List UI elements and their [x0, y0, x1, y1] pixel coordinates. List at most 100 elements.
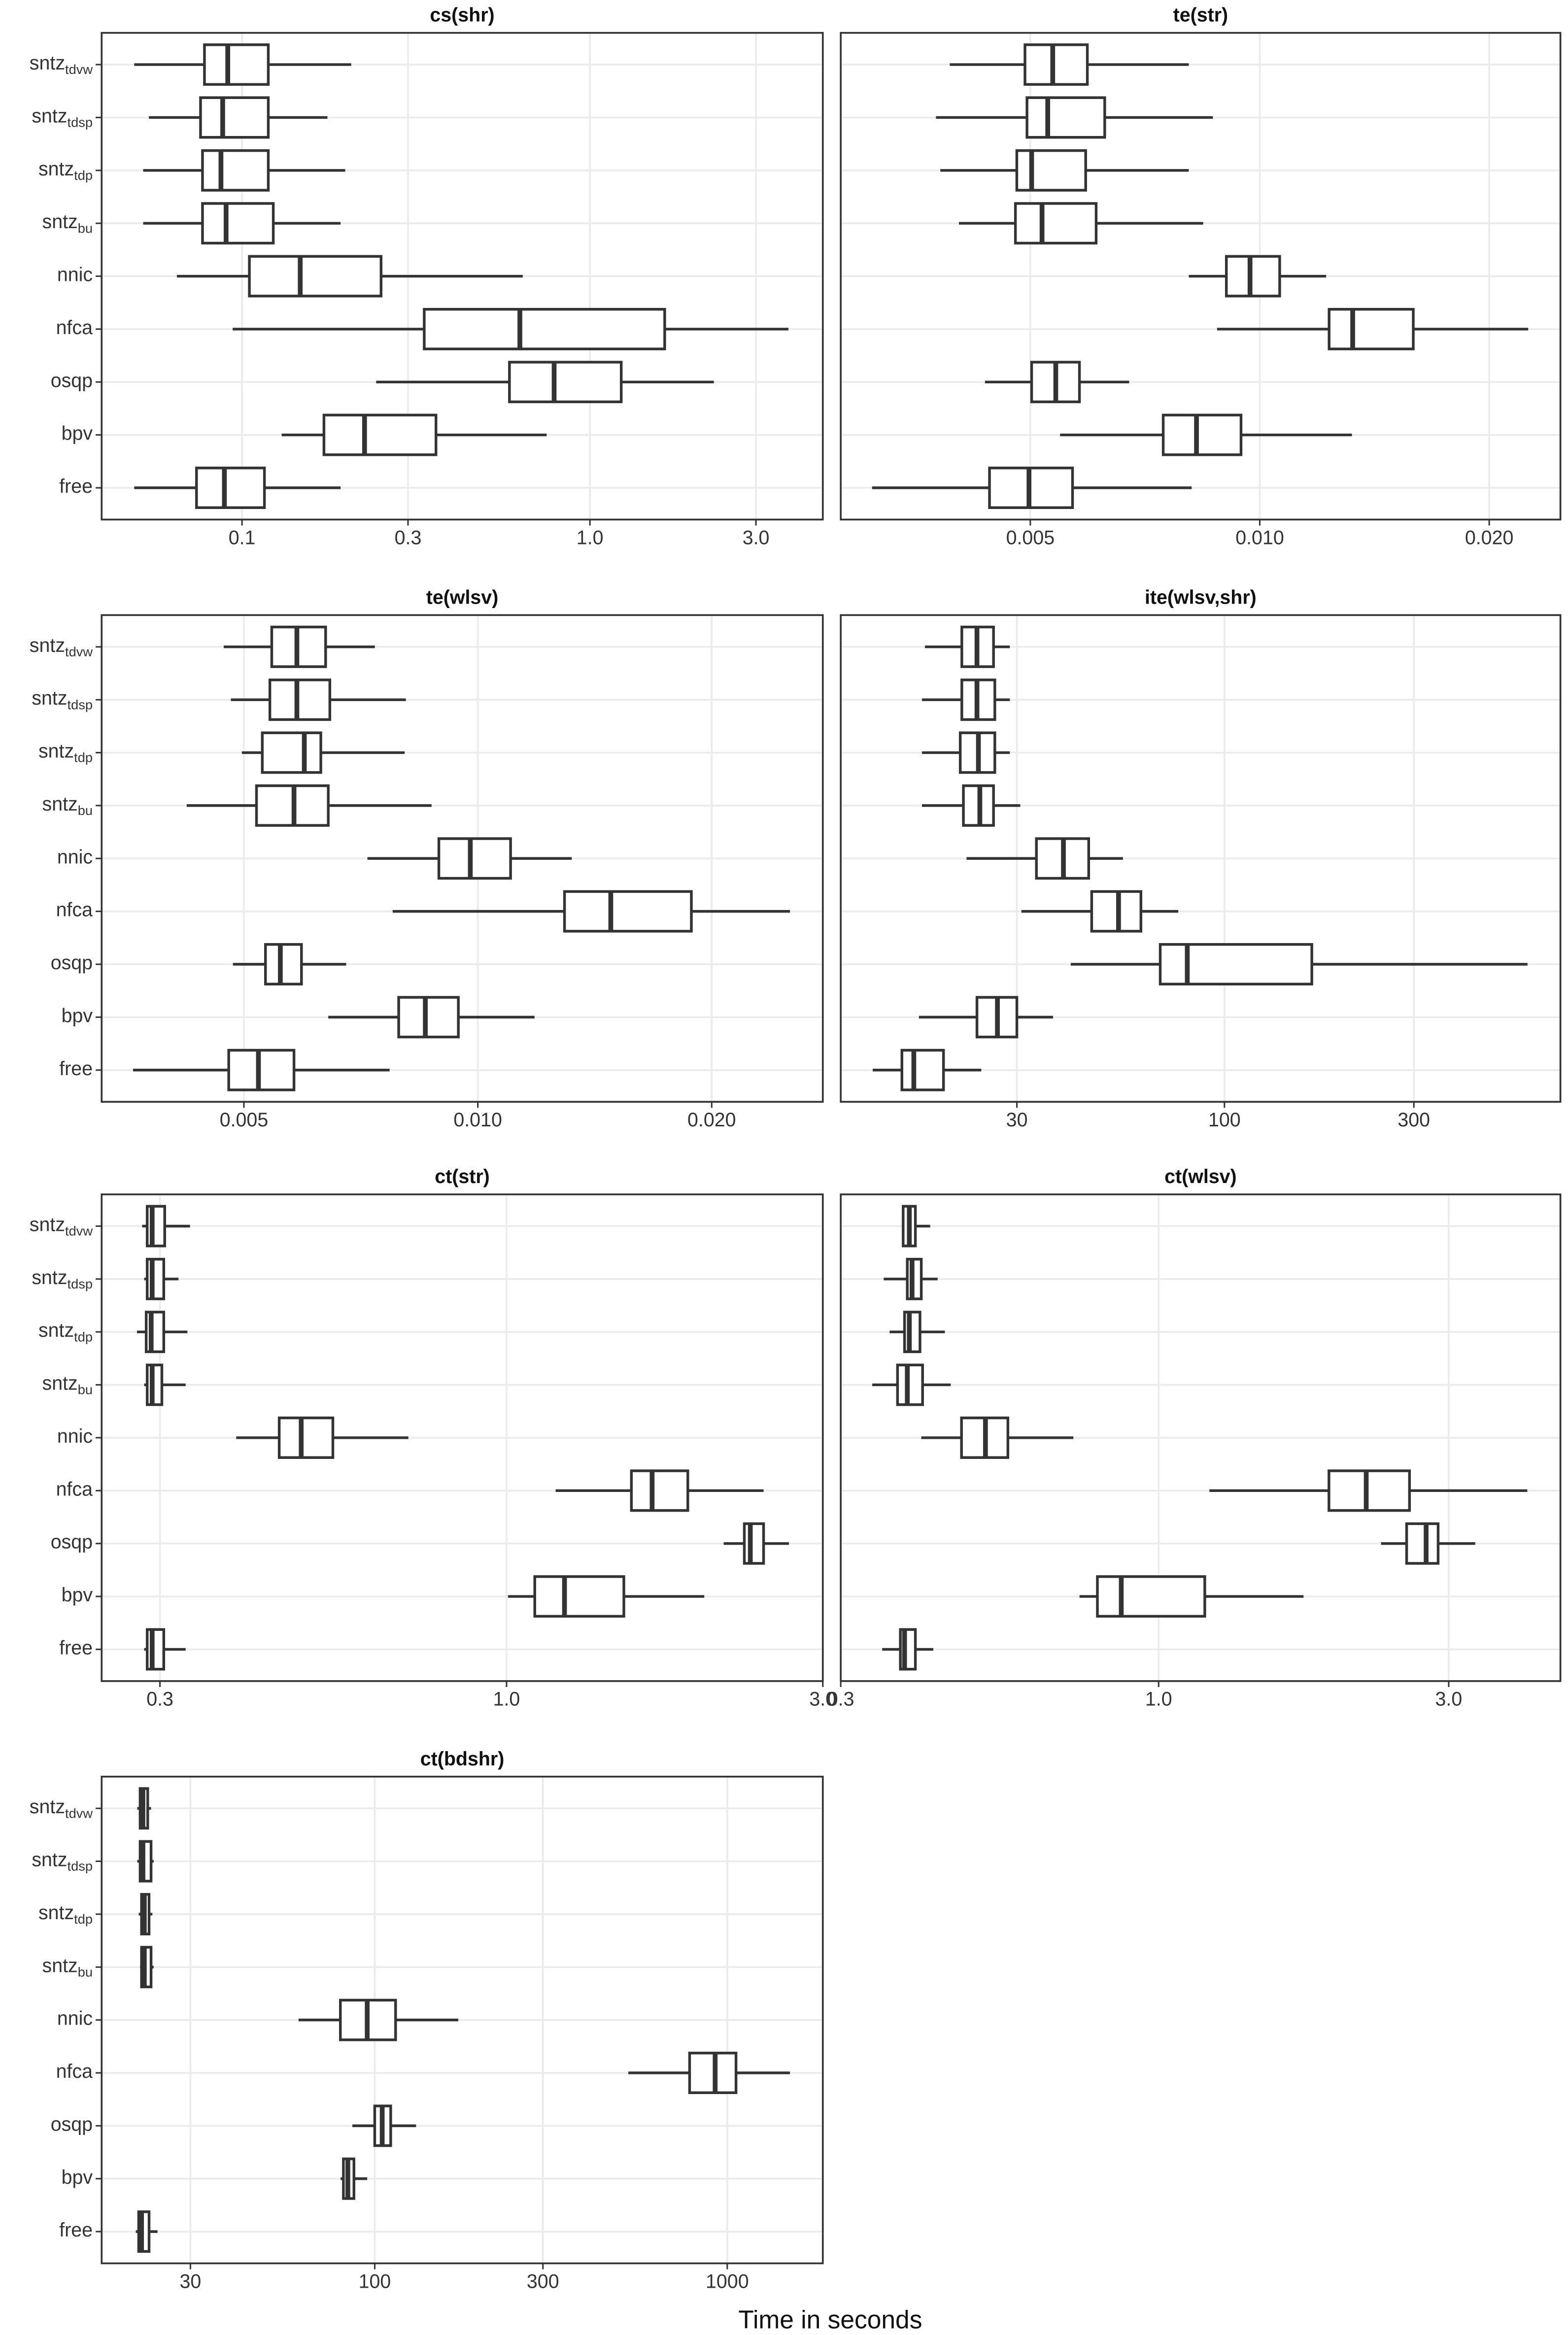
x-tick-label: 30	[1006, 1109, 1028, 1131]
category-subscript: tdp	[74, 1911, 93, 1927]
box	[1159, 943, 1313, 986]
category-name: nfca	[56, 317, 93, 338]
box	[1014, 202, 1098, 245]
category-name: free	[59, 475, 93, 497]
y-tick-label: bpv	[62, 2166, 93, 2188]
x-tick-label: 30	[179, 2270, 201, 2292]
y-tick-label: nnic	[57, 2008, 93, 2030]
category-subscript: tdsp	[68, 697, 93, 712]
panel-border	[101, 1775, 824, 2265]
category-name: nnic	[57, 846, 93, 868]
category-name: sntz	[38, 1902, 74, 1924]
panel-border	[101, 614, 824, 1103]
box	[1096, 1575, 1206, 1618]
y-tick-label: sntztdsp	[32, 1267, 93, 1291]
box	[322, 413, 438, 456]
category-name: sntz	[42, 1373, 78, 1394]
panel-border	[840, 1193, 1562, 1682]
panel-title: te(str)	[1173, 4, 1228, 26]
y-tick-label: sntztdsp	[32, 1849, 93, 1874]
y-tick-label: osqp	[51, 952, 93, 974]
category-name: free	[59, 2220, 93, 2241]
panel-border	[840, 32, 1562, 521]
y-tick-label: sntztdsp	[32, 688, 93, 712]
category-name: sntz	[38, 158, 74, 180]
y-tick-label: free	[59, 475, 93, 497]
category-name: sntz	[42, 211, 78, 233]
category-name: nfca	[56, 1479, 93, 1500]
category-name: bpv	[62, 2166, 93, 2188]
y-tick-label: osqp	[51, 2114, 93, 2135]
box	[743, 1522, 765, 1565]
x-tick-label: 1.0	[493, 1689, 520, 1710]
x-tick-label: 3.0	[1435, 1689, 1463, 1710]
panel-border	[840, 614, 1562, 1103]
box	[268, 678, 332, 721]
y-tick-label: nfca	[56, 317, 93, 338]
box	[563, 890, 693, 933]
y-tick-label: sntzbu	[42, 1373, 93, 1397]
box	[261, 731, 322, 774]
category-name: sntz	[32, 1849, 67, 1871]
category-name: bpv	[62, 1005, 93, 1027]
category-subscript: tdsp	[68, 115, 93, 130]
y-tick-label: nfca	[56, 1479, 93, 1500]
box	[896, 1363, 924, 1406]
category-name: sntz	[32, 1267, 67, 1288]
x-tick-label: 0.020	[687, 1109, 736, 1131]
category-name: osqp	[51, 952, 93, 974]
category-name: free	[59, 1637, 93, 1659]
x-tick-label: 300	[527, 2270, 559, 2292]
y-tick-label: sntztdvw	[30, 52, 93, 77]
box	[1025, 96, 1106, 139]
category-name: osqp	[51, 1531, 93, 1553]
category-name: osqp	[51, 2114, 93, 2135]
x-tick-label: 100	[359, 2270, 391, 2292]
box	[423, 307, 666, 350]
y-tick-label: sntzbu	[42, 1955, 93, 1980]
category-name: sntz	[32, 105, 67, 127]
category-name: nfca	[56, 2061, 93, 2082]
box	[195, 467, 266, 509]
y-tick-label: sntzbu	[42, 211, 93, 236]
y-tick-label: sntztdp	[38, 158, 93, 183]
y-tick-label: sntztdsp	[32, 105, 93, 130]
y-tick-label: free	[59, 2220, 93, 2241]
x-tick-label: 100	[1208, 1109, 1241, 1131]
category-subscript: tdp	[74, 1329, 93, 1345]
panel-title: cs(shr)	[430, 4, 494, 26]
category-name: nnic	[57, 264, 93, 286]
x-tick-label: 0.3	[395, 527, 422, 548]
y-tick-label: bpv	[62, 423, 93, 444]
x-tick-label: 0.020	[1465, 527, 1514, 548]
x-tick-label: 1.0	[1145, 1689, 1172, 1710]
y-tick-label: sntztdvw	[30, 635, 93, 659]
panel-title: te(wlsv)	[426, 586, 499, 608]
y-tick-label: nnic	[57, 264, 93, 286]
box	[508, 361, 623, 404]
category-name: sntz	[30, 1214, 65, 1236]
category-subscript: tdvw	[65, 62, 93, 77]
box	[903, 1311, 921, 1354]
y-tick-label: osqp	[51, 1531, 93, 1553]
x-tick-label: 0.005	[220, 1109, 269, 1131]
category-name: sntz	[38, 1320, 74, 1342]
category-name: sntz	[42, 1955, 78, 1977]
x-tick-label: 300	[1398, 1109, 1430, 1131]
y-tick-label: sntztdp	[38, 1902, 93, 1927]
y-tick-label: free	[59, 1637, 93, 1659]
box	[1023, 43, 1089, 86]
category-name: nfca	[56, 899, 93, 921]
y-tick-label: sntztdp	[38, 1320, 93, 1345]
box	[630, 1469, 689, 1512]
category-name: osqp	[51, 370, 93, 392]
y-tick-label: osqp	[51, 370, 93, 392]
box	[201, 202, 275, 245]
y-tick-label: nnic	[57, 846, 93, 868]
category-name: sntz	[30, 1796, 65, 1818]
x-tick-label: 0.3	[827, 1689, 854, 1710]
y-tick-label: sntztdvw	[30, 1796, 93, 1821]
box	[1015, 149, 1087, 192]
x-axis-label: Time in seconds	[738, 2305, 922, 2334]
